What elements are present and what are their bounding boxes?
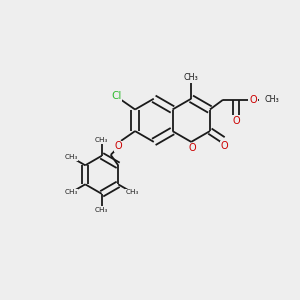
Text: O: O: [188, 143, 196, 153]
Text: CH₃: CH₃: [126, 189, 139, 195]
Text: O: O: [221, 141, 228, 151]
Text: CH₃: CH₃: [95, 137, 108, 143]
Text: CH₃: CH₃: [64, 154, 78, 160]
Text: CH₃: CH₃: [184, 73, 199, 82]
Text: O: O: [115, 141, 122, 151]
Text: CH₃: CH₃: [64, 189, 78, 195]
Text: O: O: [232, 116, 240, 126]
Text: Cl: Cl: [111, 92, 122, 101]
Text: CH₃: CH₃: [265, 95, 280, 104]
Text: O: O: [250, 95, 257, 105]
Text: CH₃: CH₃: [95, 206, 108, 212]
